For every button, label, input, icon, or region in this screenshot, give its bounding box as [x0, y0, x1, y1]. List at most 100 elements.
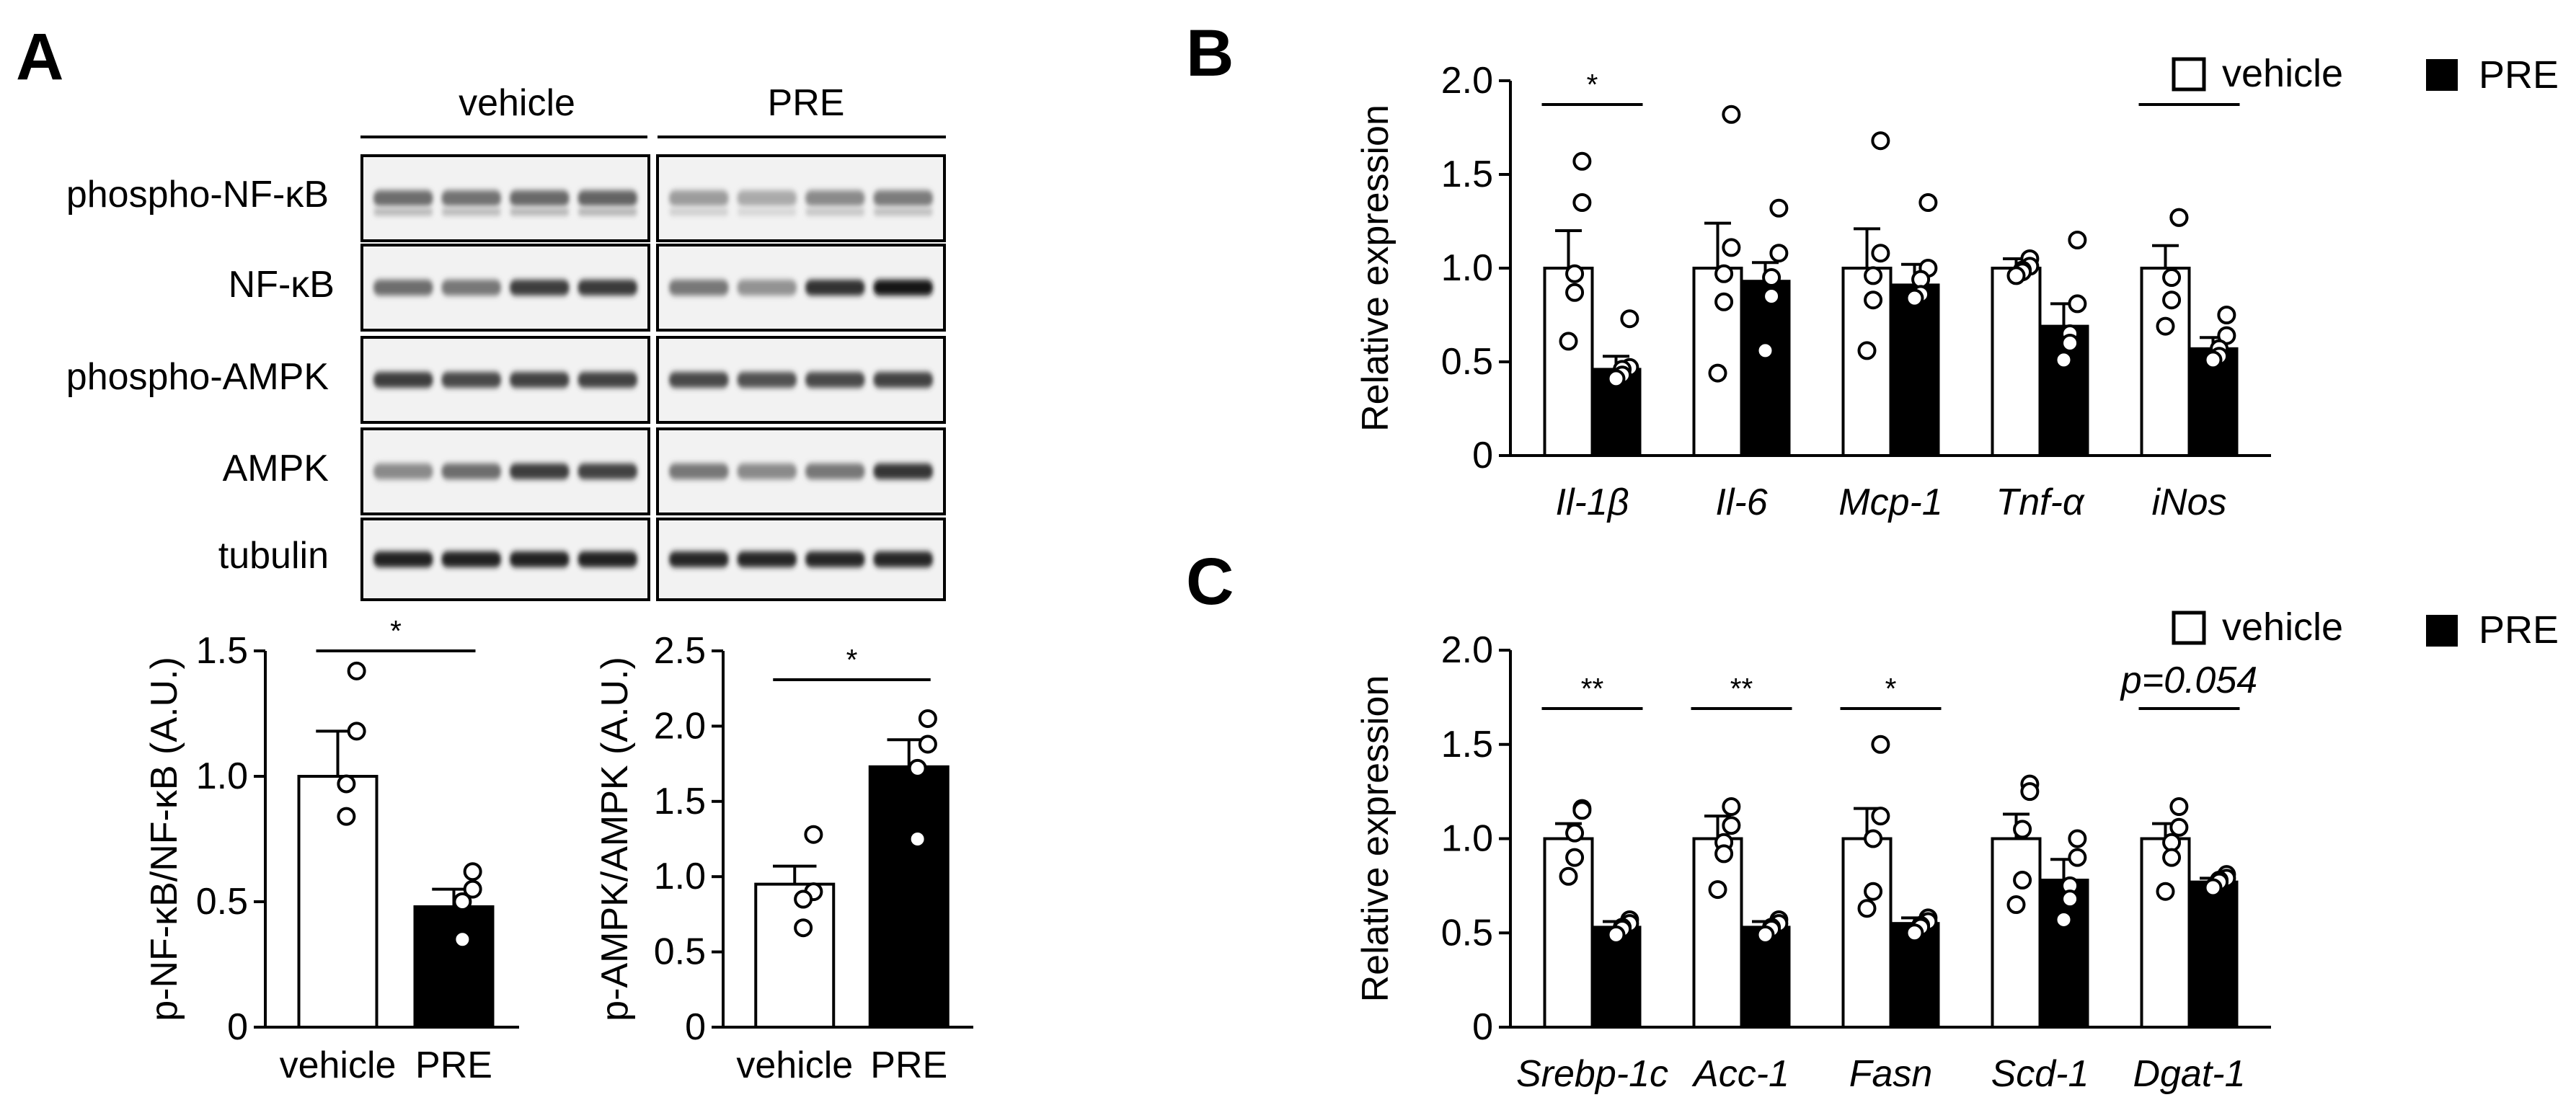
data-point [1722, 238, 1741, 257]
data-point [337, 807, 356, 826]
data-point [1857, 899, 1877, 918]
blot-row-label: NF-κB [229, 264, 335, 306]
blot-band [669, 372, 729, 388]
y-tick-label: 2.0 [654, 705, 706, 747]
y-tick-label: 1.5 [654, 781, 706, 822]
category-label: vehicle [280, 1044, 397, 1086]
blot-band [441, 372, 501, 388]
data-point [918, 709, 937, 728]
data-point [2162, 268, 2182, 287]
data-point [2006, 895, 2026, 915]
blot-band [669, 280, 729, 296]
legend-b: vehicle PRE [2172, 52, 2559, 97]
data-point [1606, 925, 1626, 944]
blot-band [737, 280, 797, 296]
bar [1692, 837, 1743, 1029]
significance-label: ** [1581, 672, 1604, 705]
blot-band [373, 551, 433, 567]
blot-band [873, 280, 933, 296]
data-point [1708, 880, 1727, 900]
data-point [1620, 309, 1639, 329]
blot-band [805, 463, 865, 479]
legend-label-vehicle: vehicle [2222, 605, 2343, 649]
data-point [1559, 866, 1578, 886]
data-point [1572, 801, 1592, 820]
data-point [1911, 270, 1931, 289]
data-point [908, 758, 927, 778]
blot-band [805, 190, 865, 206]
y-axis-label: Relative expression [1355, 675, 1397, 1003]
blot-band-faint [805, 208, 865, 216]
legend-label-pre: PRE [2479, 53, 2559, 97]
y-tick-label: 1.0 [1441, 247, 1493, 289]
y-tick-label: 2.5 [654, 630, 706, 672]
blot-band [873, 372, 933, 388]
data-point [1871, 244, 1890, 263]
data-point [453, 930, 472, 949]
category-label: vehicle [736, 1044, 853, 1086]
data-point [1756, 925, 1775, 944]
data-point [453, 892, 472, 911]
bar [754, 882, 836, 1029]
blot-band [805, 372, 865, 388]
panel-letter-a: A [16, 20, 63, 94]
category-label: Fasn [1849, 1053, 1933, 1095]
blot-band [373, 190, 433, 206]
category-label: Scd-1 [1991, 1053, 2089, 1095]
y-axis-label: p-AMPK/AMPK (A.U.) [594, 657, 636, 1021]
data-point [1565, 283, 1585, 302]
category-label: Tnf-α [1996, 482, 2084, 523]
data-point [1559, 332, 1578, 351]
blot-band [873, 190, 933, 206]
data-point [2169, 797, 2189, 817]
data-point [1871, 735, 1890, 754]
data-point [2156, 316, 2175, 336]
blot-row-label: phospho-AMPK [66, 356, 329, 398]
y-tick-label: 1.0 [1441, 818, 1493, 860]
y-tick-label: 0 [685, 1006, 706, 1048]
blot-band [510, 280, 570, 296]
legend-swatch-vehicle [2172, 611, 2206, 645]
bar [868, 765, 950, 1029]
legend-label-pre: PRE [2479, 608, 2559, 652]
blot-band-faint [873, 208, 933, 216]
blot-band [737, 551, 797, 567]
data-point [2162, 848, 2182, 867]
data-point [1606, 369, 1626, 389]
data-point [2061, 889, 2080, 909]
significance-label: * [846, 643, 858, 676]
data-point [1918, 193, 1938, 212]
data-point [2162, 833, 2182, 852]
blot-band [577, 463, 637, 479]
blot-band [805, 280, 865, 296]
category-label: Dgat-1 [2133, 1053, 2245, 1095]
data-point [347, 661, 366, 680]
legend-label-vehicle: vehicle [2222, 52, 2343, 95]
data-point [2068, 231, 2087, 249]
data-point [2203, 350, 2223, 370]
blot-band [873, 551, 933, 567]
bar [2038, 879, 2089, 1029]
data-point [908, 830, 927, 848]
y-tick-label: 0.5 [196, 881, 248, 923]
category-label: Il-6 [1715, 482, 1767, 523]
data-point [2054, 350, 2073, 370]
blot-band-faint [373, 208, 433, 216]
data-point [1864, 829, 1883, 848]
data-point [1762, 268, 1781, 287]
data-point [2013, 820, 2032, 839]
blot-band [510, 463, 570, 479]
data-point [1905, 923, 1924, 943]
bar [1991, 267, 2042, 457]
blot-band-faint [510, 208, 570, 216]
y-tick-label: 1.5 [1441, 154, 1493, 195]
blot-group-label-pre: PRE [768, 82, 845, 124]
data-point [1714, 264, 1734, 283]
blot-band [669, 463, 729, 479]
blot-band [441, 190, 501, 206]
chart-p-ampk-ratio: 0 0.5 1.0 1.5 2.0 2.5 p-AMPK/AMPK (A.U.) vehicl… [594, 630, 973, 1086]
data-point [1762, 287, 1781, 306]
legend-swatch-vehicle [2172, 57, 2206, 92]
y-axis-label: Relative expression [1355, 105, 1397, 432]
blot-band [737, 463, 797, 479]
